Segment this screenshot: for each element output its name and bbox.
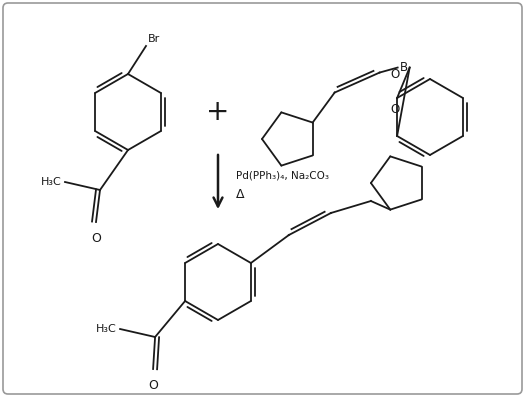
Text: O: O — [391, 68, 400, 81]
Text: +: + — [206, 98, 230, 126]
Text: Δ: Δ — [236, 189, 245, 202]
Text: Br: Br — [148, 34, 160, 44]
FancyBboxPatch shape — [3, 3, 522, 394]
Text: O: O — [148, 379, 158, 392]
Text: O: O — [391, 103, 400, 116]
Text: B: B — [400, 61, 408, 74]
Text: H₃C: H₃C — [97, 324, 117, 334]
Text: Pd(PPh₃)₄, Na₂CO₃: Pd(PPh₃)₄, Na₂CO₃ — [236, 170, 329, 180]
Text: O: O — [91, 232, 101, 245]
Text: H₃C: H₃C — [41, 177, 62, 187]
